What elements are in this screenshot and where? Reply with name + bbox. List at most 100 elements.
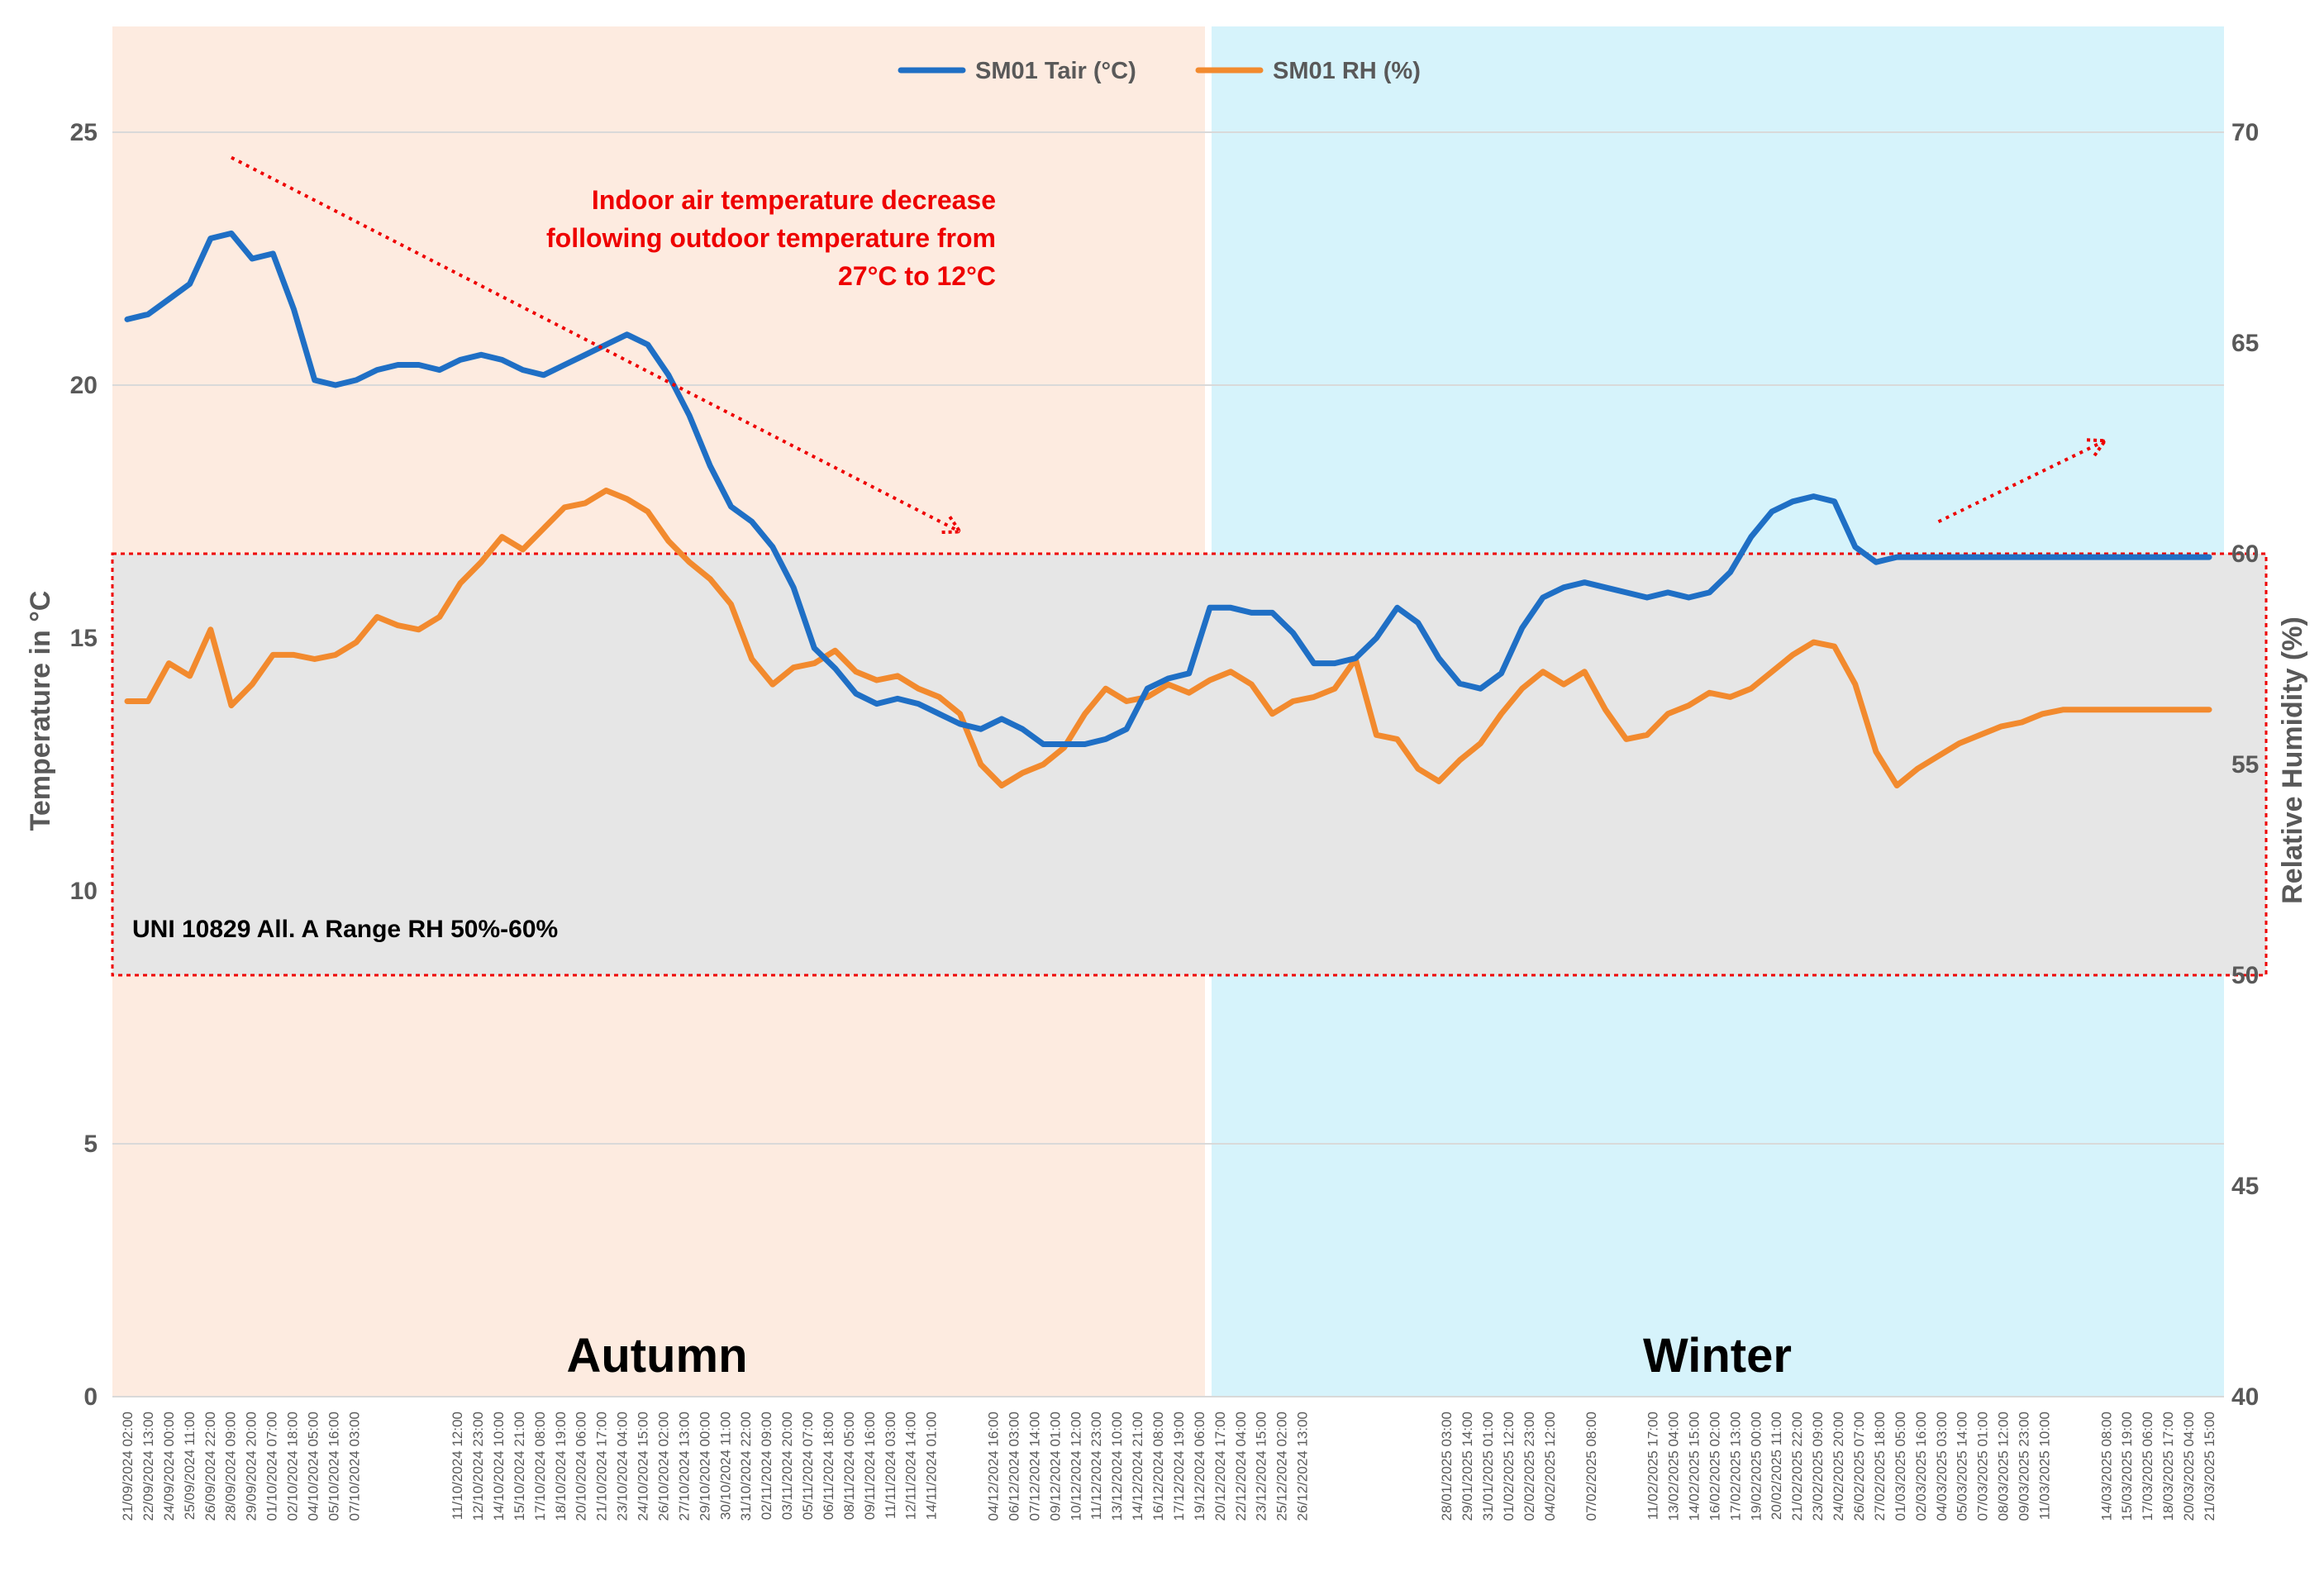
x-tick-label: 14/10/2024 10:00	[491, 1412, 507, 1521]
x-tick-label: 14/02/2025 15:00	[1686, 1412, 1702, 1521]
increase-arrow	[1937, 439, 2106, 524]
y2-tick-label: 45	[2231, 1173, 2259, 1200]
x-tick-label: 30/10/2024 11:00	[717, 1412, 733, 1520]
x-tick-label: 23/12/2024 15:00	[1254, 1412, 1269, 1521]
y2-tick-label: 65	[2231, 330, 2259, 357]
y2-tick-label: 70	[2231, 119, 2259, 146]
x-tick-label: 07/12/2024 14:00	[1026, 1412, 1042, 1521]
x-tick-label: 13/02/2025 04:00	[1666, 1412, 1682, 1521]
x-tick-label: 19/02/2025 00:00	[1748, 1412, 1764, 1521]
x-tick-label: 07/03/2025 01:00	[1975, 1412, 1991, 1521]
x-tick-label: 26/12/2024 13:00	[1295, 1412, 1311, 1521]
y2-tick-label: 55	[2231, 751, 2259, 778]
x-tick-label: 08/03/2025 12:00	[1996, 1412, 2012, 1521]
x-tick-label: 24/10/2024 15:00	[636, 1412, 651, 1521]
x-tick-label: 09/11/2024 16:00	[862, 1412, 878, 1520]
x-tick-label: 27/10/2024 13:00	[676, 1412, 692, 1521]
y-tick-label: 25	[70, 119, 98, 146]
range-band-label: UNI 10829 All. A Range RH 50%-60%	[132, 916, 558, 943]
x-tick-label: 20/10/2024 06:00	[574, 1412, 589, 1521]
x-tick-label: 22/09/2024 13:00	[140, 1412, 156, 1521]
annotation-line-3: 27°C to 12°C	[838, 261, 996, 291]
x-tick-label: 25/09/2024 11:00	[182, 1412, 198, 1520]
x-tick-label: 06/12/2024 03:00	[1006, 1412, 1022, 1521]
y-axis-title: Temperature in °C	[25, 591, 56, 831]
x-tick-label: 14/03/2025 08:00	[2098, 1412, 2114, 1521]
series-line-tair	[124, 230, 2212, 747]
x-tick-label: 11/03/2025 10:00	[2036, 1412, 2052, 1520]
annotation-line-1: Indoor air temperature decrease	[592, 185, 996, 215]
legend-label-tair: SM01 Tair (°C)	[975, 58, 1136, 84]
x-tick-label: 11/11/2024 03:00	[883, 1412, 898, 1519]
x-tick-label: 20/12/2024 17:00	[1212, 1412, 1228, 1521]
x-tick-label: 15/10/2024 21:00	[512, 1412, 527, 1521]
x-tick-label: 04/02/2025 12:00	[1542, 1412, 1558, 1521]
y-tick-label: 10	[70, 878, 98, 905]
x-tick-label: 25/12/2024 02:00	[1274, 1412, 1290, 1521]
x-tick-label: 23/10/2024 04:00	[615, 1412, 631, 1521]
annotation: Indoor air temperature decrease followin…	[546, 185, 996, 291]
x-tick-label: 18/03/2025 17:00	[2160, 1412, 2176, 1521]
x-tick-label: 19/12/2024 06:00	[1192, 1412, 1207, 1521]
x-tick-label: 14/11/2024 01:00	[924, 1412, 940, 1520]
x-tick-label: 17/03/2025 06:00	[2140, 1412, 2155, 1521]
annotation-line-2: following outdoor temperature from	[546, 223, 996, 253]
x-tick-label: 28/09/2024 09:00	[223, 1412, 239, 1521]
x-tick-label: 27/02/2025 18:00	[1872, 1412, 1888, 1521]
x-tick-label: 28/01/2025 03:00	[1439, 1412, 1455, 1521]
x-tick-label: 09/12/2024 01:00	[1047, 1412, 1063, 1521]
x-tick-label: 02/11/2024 09:00	[759, 1412, 774, 1520]
x-tick-label: 18/10/2024 19:00	[553, 1412, 569, 1521]
y-tick-label: 20	[70, 372, 98, 399]
x-tick-label: 06/11/2024 18:00	[821, 1412, 836, 1520]
x-tick-label: 24/02/2025 20:00	[1831, 1412, 1846, 1521]
x-tick-label: 17/02/2025 13:00	[1727, 1412, 1743, 1521]
x-tick-label: 04/10/2024 05:00	[305, 1412, 321, 1521]
x-tick-label: 14/12/2024 21:00	[1130, 1412, 1145, 1521]
x-tick-label: 23/02/2025 09:00	[1810, 1412, 1826, 1521]
x-tick-label: 03/11/2024 20:00	[779, 1412, 795, 1520]
y2-axis-title: Relative Humidity (%)	[2277, 617, 2308, 904]
x-tick-label: 05/11/2024 07:00	[800, 1412, 816, 1520]
x-tick-label: 26/02/2025 07:00	[1851, 1412, 1867, 1521]
x-tick-label: 31/10/2024 22:00	[738, 1412, 754, 1521]
x-tick-label: 07/10/2024 03:00	[346, 1412, 362, 1521]
x-tick-label: 21/09/2024 02:00	[120, 1412, 136, 1521]
legend-label-rh: SM01 RH (%)	[1273, 58, 1421, 84]
y2-tick-label: 40	[2231, 1383, 2259, 1411]
x-tick-label: 13/12/2024 10:00	[1109, 1412, 1125, 1521]
x-tick-label: 16/02/2025 02:00	[1707, 1412, 1722, 1521]
y-tick-label: 15	[70, 625, 98, 652]
x-tick-label: 10/12/2024 12:00	[1068, 1412, 1083, 1521]
x-tick-label: 02/10/2024 18:00	[285, 1412, 301, 1521]
x-tick-label: 26/10/2024 02:00	[655, 1412, 671, 1521]
x-tick-label: 12/11/2024 14:00	[903, 1412, 919, 1520]
y-tick-label: 5	[83, 1131, 98, 1158]
x-tick-label: 17/10/2024 08:00	[532, 1412, 548, 1521]
x-tick-label: 26/09/2024 22:00	[202, 1412, 218, 1521]
x-tick-label: 08/11/2024 05:00	[841, 1412, 857, 1520]
x-tick-label: 20/02/2025 11:00	[1769, 1412, 1784, 1520]
x-tick-label: 11/02/2025 17:00	[1645, 1412, 1661, 1520]
series-line-rh	[124, 488, 2212, 788]
x-tick-label: 05/10/2024 16:00	[326, 1412, 341, 1521]
x-tick-label: 22/12/2024 04:00	[1233, 1412, 1249, 1521]
x-tick-label: 16/12/2024 08:00	[1150, 1412, 1166, 1521]
x-tick-label: 09/03/2025 23:00	[2017, 1412, 2032, 1521]
x-tick-label: 04/03/2025 03:00	[1934, 1412, 1950, 1521]
x-tick-label: 02/03/2025 16:00	[1913, 1412, 1929, 1521]
x-tick-label: 21/10/2024 17:00	[594, 1412, 610, 1521]
rh-range-band	[111, 552, 2268, 977]
x-tick-label: 21/03/2025 15:00	[2202, 1412, 2217, 1521]
x-tick-label: 07/02/2025 08:00	[1583, 1412, 1599, 1521]
x-tick-label: 21/02/2025 22:00	[1789, 1412, 1805, 1521]
x-tick-label: 31/01/2025 01:00	[1480, 1412, 1496, 1521]
x-tick-label: 15/03/2025 19:00	[2119, 1412, 2135, 1521]
x-tick-label: 29/09/2024 20:00	[244, 1412, 260, 1521]
x-tick-label: 12/10/2024 23:00	[470, 1412, 486, 1521]
x-tick-label: 02/02/2025 23:00	[1522, 1412, 1537, 1521]
x-tick-label: 01/02/2025 12:00	[1501, 1412, 1517, 1521]
x-tick-label: 01/03/2025 05:00	[1893, 1412, 1908, 1521]
season-label-winter: Winter	[1643, 1329, 1792, 1383]
x-tick-label: 17/12/2024 19:00	[1171, 1412, 1187, 1521]
